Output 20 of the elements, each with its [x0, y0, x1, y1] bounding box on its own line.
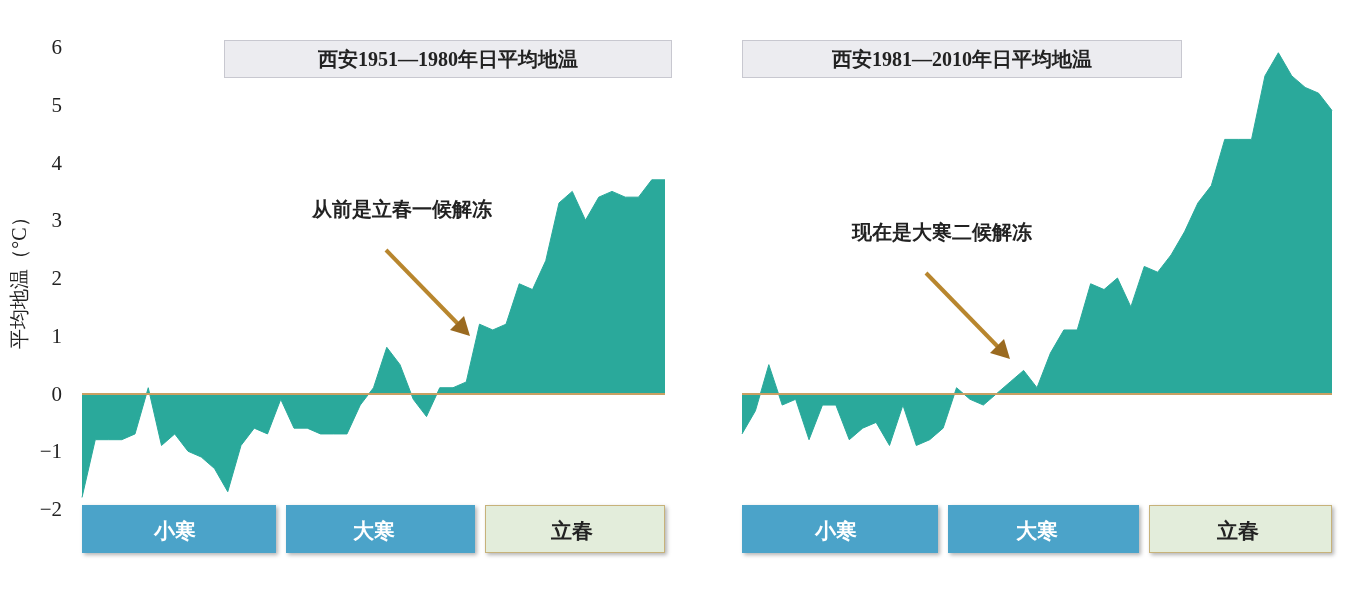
- y-tick-label: −1: [39, 439, 62, 464]
- title-box: 西安1981—2010年日平均地温: [742, 40, 1182, 78]
- x-tick-label: 大寒: [352, 518, 395, 543]
- title-box: 西安1951—1980年日平均地温: [224, 40, 672, 78]
- annotation: 从前是立春一候解冻: [311, 196, 492, 222]
- x-tick-label: 立春: [1216, 518, 1260, 543]
- x-tick-label: 小寒: [152, 518, 196, 543]
- y-tick-label: −2: [39, 497, 62, 521]
- y-axis-title: 平均地温（°C）: [7, 207, 30, 349]
- y-tick-label: 1: [51, 323, 62, 348]
- annotation: 现在是大寒二候解冻: [852, 219, 1033, 245]
- y-tick-label: 4: [51, 150, 63, 175]
- x-tick-label: 大寒: [1016, 518, 1058, 543]
- x-tick-label: 小寒: [813, 518, 857, 543]
- y-tick-label: 0: [51, 381, 62, 406]
- y-tick-label: 2: [51, 266, 62, 290]
- y-tick-label: 6: [51, 35, 62, 59]
- y-tick-label: 5: [51, 92, 62, 117]
- y-tick-label: 3: [51, 208, 62, 233]
- x-tick-label: 立春: [550, 518, 594, 543]
